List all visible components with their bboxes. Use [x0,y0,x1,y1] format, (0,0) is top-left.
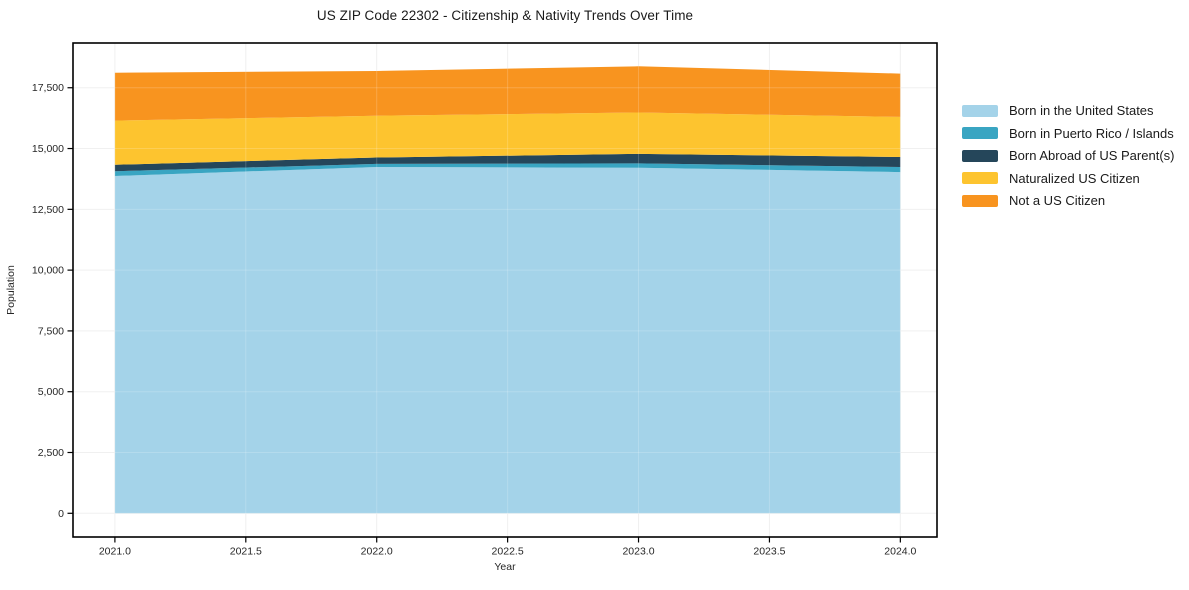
legend-item: Born in Puerto Rico / Islands [962,127,1174,140]
x-tick-label: 2021.0 [99,546,131,558]
legend-item: Born Abroad of US Parent(s) [962,149,1174,162]
x-tick-label: 2022.5 [492,546,524,558]
tick-labels: 2021.0 2021.5 2022.0 2022.5 2023.0 2023.5 2024… [32,82,917,557]
x-axis-label: Year [494,561,516,573]
axis-ticks [67,87,901,543]
chart-title: US ZIP Code 22302 - Citizenship & Nativi… [316,8,694,23]
y-tick-label: 10,000 [32,265,64,277]
legend-swatch-icon [962,149,998,162]
y-axis-label: Population [5,265,17,315]
y-tick-label: 2,500 [38,447,64,459]
legend-label: Born in Puerto Rico / Islands [1009,125,1174,141]
y-tick-label: 5,000 [38,386,64,398]
y-tick-label: 0 [58,508,64,520]
legend-item: Born in the United States [962,104,1174,117]
area-born-in-the-united-states [114,167,901,514]
legend-item: Naturalized US Citizen [962,172,1174,185]
legend-label: Naturalized US Citizen [1009,170,1140,186]
area-not-a-us-citizen [114,66,901,121]
legend-swatch-icon [962,172,998,184]
legend-item: Not a US Citizen [962,194,1174,207]
x-tick-label: 2023.0 [622,546,654,558]
legend-swatch-icon [962,104,998,117]
legend-swatch-icon [962,127,998,139]
gridlines-overlay [73,43,937,537]
x-tick-label: 2024.0 [884,546,916,558]
y-tick-label: 7,500 [38,325,64,337]
legend: Born in the United States Born in Puerto … [962,104,1174,207]
x-tick-label: 2022.0 [361,546,393,558]
y-tick-label: 17,500 [32,82,64,94]
area-born-abroad-of-us-parent-s- [114,153,901,172]
legend-swatch-icon [962,194,998,207]
y-tick-label: 15,000 [32,143,64,155]
stacked-areas [114,66,901,514]
legend-label: Born Abroad of US Parent(s) [1009,148,1175,163]
legend-label: Born in the United States [1009,103,1154,118]
y-tick-label: 12,500 [32,204,64,216]
legend-label: Not a US Citizen [1009,193,1106,208]
area-naturalized-us-citizen [114,112,901,165]
plot-border [72,42,938,538]
x-tick-label: 2023.5 [753,546,785,558]
x-tick-label: 2021.5 [230,546,262,558]
area-born-in-puerto-rico-islands [114,163,901,176]
